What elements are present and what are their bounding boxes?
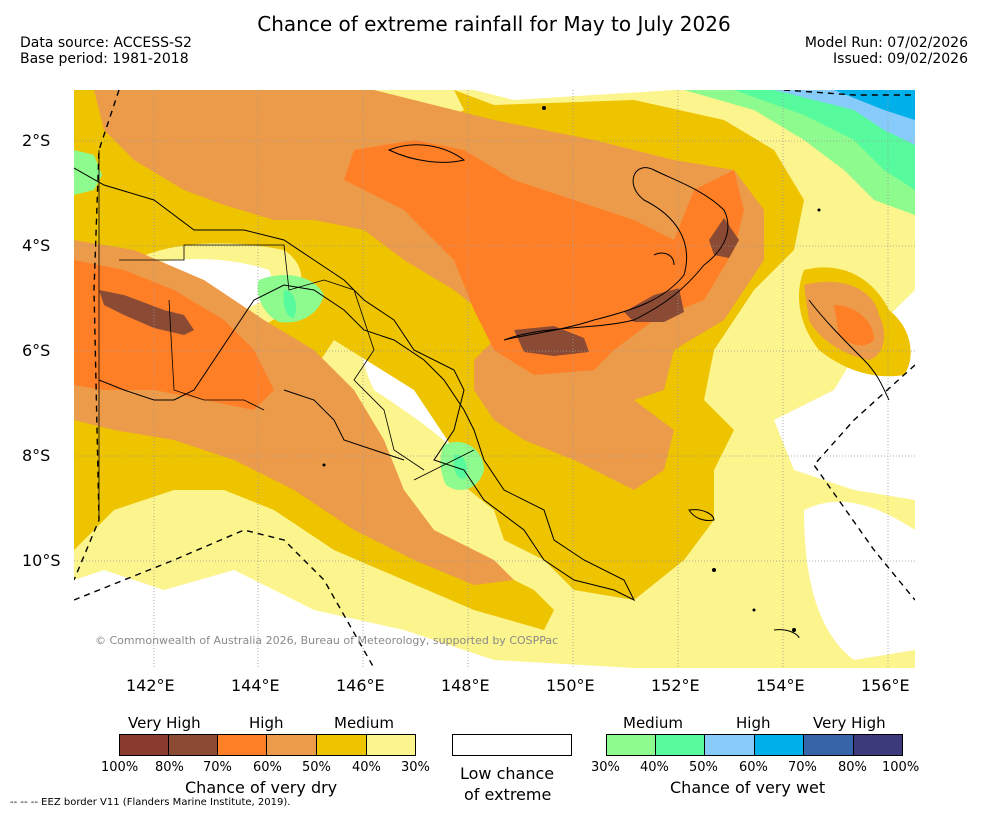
low-chance-label-line1: Low chance [460,764,555,783]
wet-legend-header-medium: Medium [623,714,683,732]
wet-tick-label: 50% [689,760,718,775]
wet-swatch [853,734,903,756]
wet-legend-header-high: High [736,714,771,732]
lon-label: 152°E [651,676,700,695]
data-source-label: Data source: ACCESS-S2 [20,35,192,51]
dry-tick-label: 100% [101,760,139,775]
lon-label: 146°E [336,676,385,695]
model-run-label: Model Run: 07/02/2026 [804,35,968,51]
dry-legend-header-medium: Medium [334,714,394,732]
wet-swatch [606,734,656,756]
lat-label: 2°S [22,131,51,150]
low-chance-swatch [452,734,572,756]
dry-swatch [266,734,317,756]
lat-label: 8°S [22,446,51,465]
wet-legend-header-very-high: Very High [813,714,886,732]
issued-label: Issued: 09/02/2026 [833,51,968,67]
wet-swatch [704,734,755,756]
wet-tick-label: 60% [739,760,768,775]
dry-tick-label: 60% [253,760,282,775]
rainfall-map [74,90,915,668]
dry-tick-label: 50% [302,760,331,775]
dry-swatch [366,734,416,756]
dry-tick-label: 80% [155,760,184,775]
dry-legend-title: Chance of very dry [185,778,338,797]
dry-swatch [168,734,218,756]
dry-swatch [217,734,267,756]
wet-swatch [754,734,804,756]
wet-tick-label: 30% [591,760,620,775]
eez-footnote: -- -- -- EEZ border V11 (Flanders Marine… [10,797,291,808]
wet-tick-label: 100% [882,760,920,775]
coastlines [74,144,890,639]
lat-label: 10°S [22,551,61,570]
lon-label: 150°E [546,676,595,695]
lon-label: 142°E [126,676,175,695]
dry-legend-header-high: High [249,714,284,732]
map-title: Chance of extreme rainfall for May to Ju… [257,12,731,36]
lon-label: 148°E [441,676,490,695]
lat-label: 4°S [22,236,51,255]
lat-label: 6°S [22,341,51,360]
dry-tick-label: 40% [352,760,381,775]
lon-label: 154°E [756,676,805,695]
border-lines [98,150,475,520]
eez-borders [74,90,915,668]
wet-tick-label: 70% [788,760,817,775]
lon-label: 156°E [861,676,910,695]
dry-legend-header-very-high: Very High [128,714,201,732]
wet-swatch [803,734,854,756]
wet-tick-label: 40% [640,760,669,775]
base-period-label: Base period: 1981-2018 [20,51,189,67]
islands [322,106,821,632]
wet-tick-label: 80% [838,760,867,775]
wet-zone-60-70 [834,90,915,120]
dry-tick-label: 70% [203,760,232,775]
copyright-credit: © Commonwealth of Australia 2026, Bureau… [95,634,559,647]
dry-zone-50-60 [94,90,764,490]
dry-swatch [316,734,367,756]
dry-swatch [119,734,169,756]
dry-tick-label: 30% [401,760,430,775]
map-canvas [74,90,915,668]
lon-label: 144°E [231,676,280,695]
map-gridlines [74,90,915,668]
wet-legend-title: Chance of very wet [670,778,826,797]
wet-swatch [655,734,705,756]
low-chance-label-line2: of extreme [464,785,552,804]
